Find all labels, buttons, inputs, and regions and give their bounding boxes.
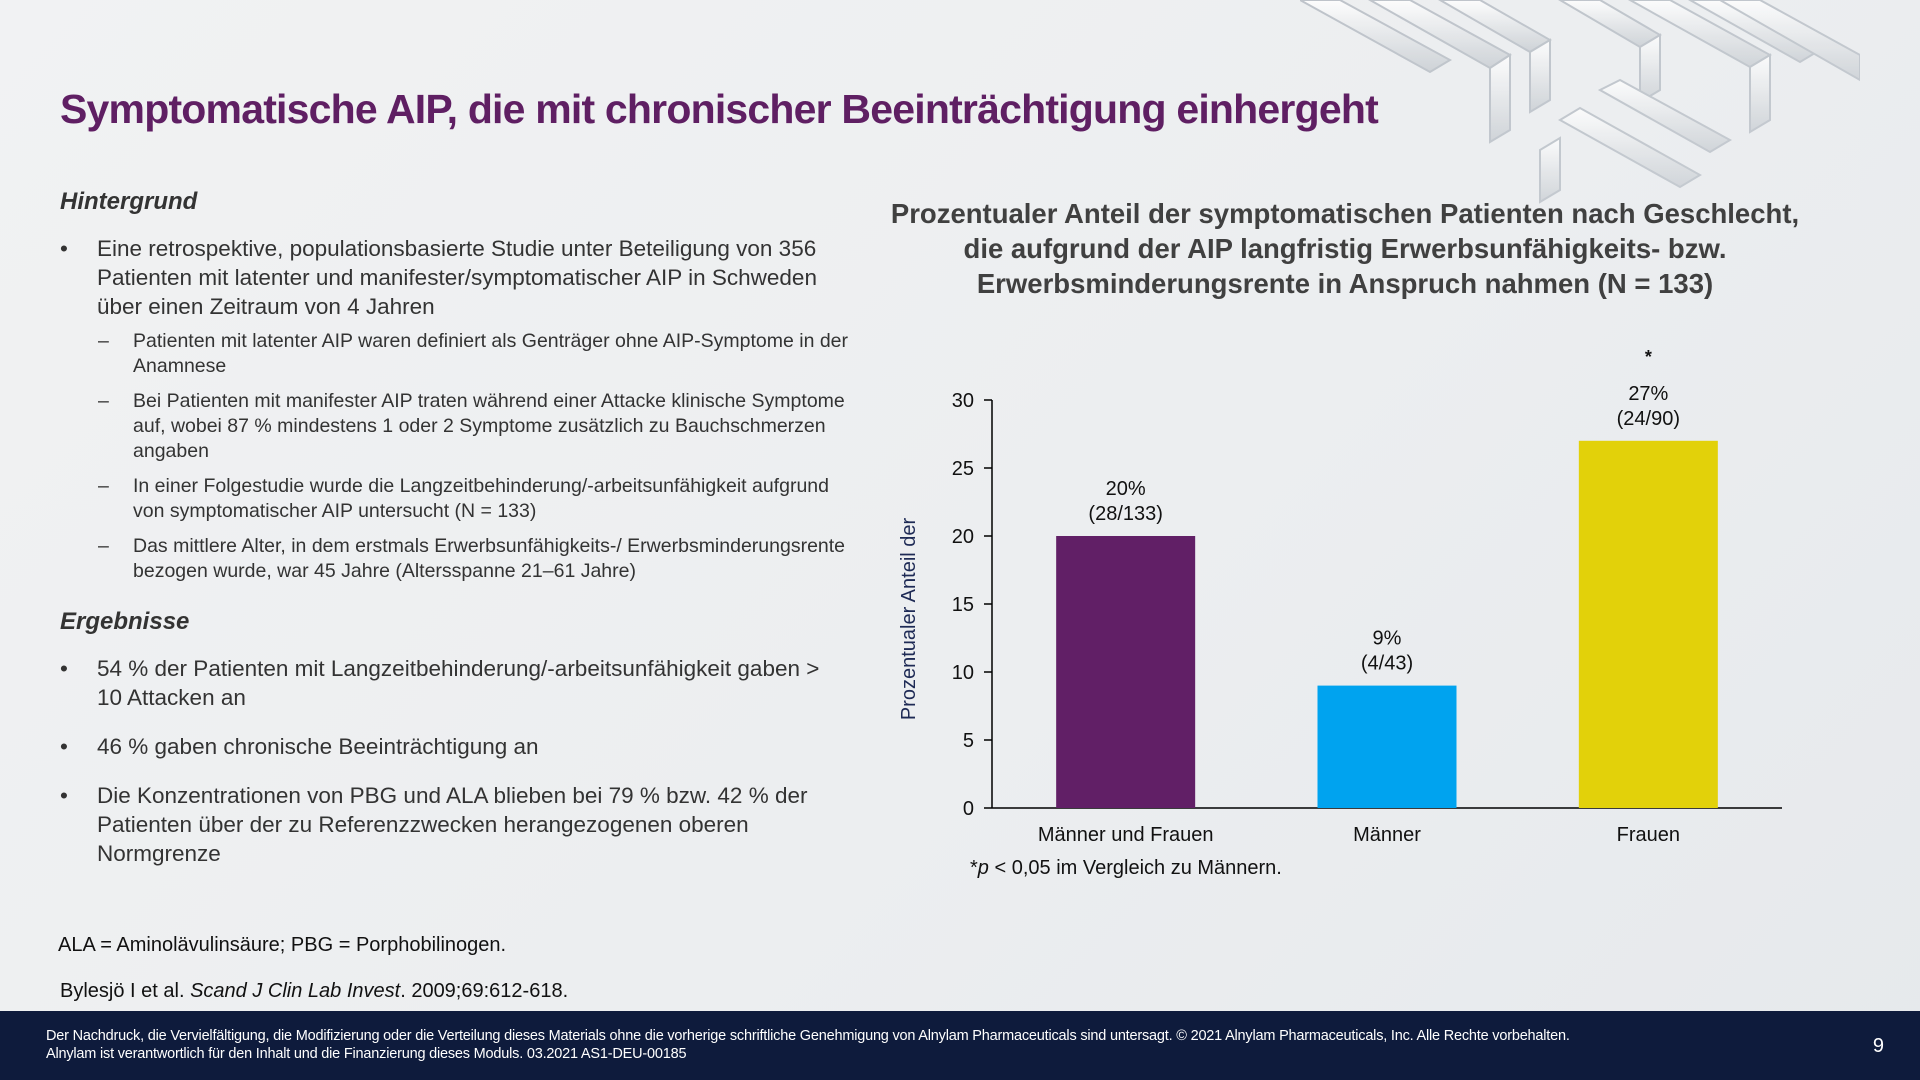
footnote-text: < 0,05 im Vergleich zu Männern.	[988, 857, 1282, 879]
background-bullet: Eine retrospektive, populationsbasierte …	[60, 234, 850, 321]
sub-bullet: Patienten mit latenter AIP waren definie…	[60, 329, 850, 379]
result-bullet: 54 % der Patienten mit Langzeitbehinderu…	[60, 654, 850, 712]
bar-count-label: (4/43)	[1361, 653, 1413, 675]
page-number: 9	[1872, 1035, 1884, 1057]
bar-chart-svg: 0 5 10 15 20 25 30 Prozentualer Anteil der 20% (2…	[898, 347, 1782, 846]
reference-authors: Bylesjö I et al.	[60, 980, 185, 1002]
bar-value-label: 20%	[1106, 478, 1146, 500]
y-tick-label: 20	[952, 526, 974, 548]
x-category-label: Männer und Frauen	[1038, 824, 1214, 846]
bar-count-label: (24/90)	[1617, 408, 1680, 430]
reference-citation: Bylesjö I et al. Scand J Clin Lab Invest…	[60, 980, 568, 1003]
footer-responsibility: Alnylam ist verantwortlich für den Inhal…	[46, 1046, 687, 1062]
chart-title-line: Erwerbsminderungsrente in Anspruch nahme…	[976, 268, 1714, 299]
bar-count-label: (28/133)	[1088, 503, 1163, 525]
x-category-label: Frauen	[1617, 824, 1680, 846]
footer-text: Der Nachdruck, die Vervielfältigung, die…	[46, 1027, 1570, 1063]
y-tick-label: 0	[963, 798, 974, 820]
bar	[1056, 536, 1196, 808]
sub-bullet-list: Patienten mit latenter AIP waren definie…	[60, 329, 850, 584]
sub-bullet: Bei Patienten mit manifester AIP traten …	[60, 389, 850, 464]
chart-footnote: *p < 0,05 im Vergleich zu Männern.	[970, 857, 1282, 880]
footer-bar: Der Nachdruck, die Vervielfältigung, die…	[0, 1011, 1920, 1080]
left-text-column: Hintergrund Eine retrospektive, populati…	[60, 188, 850, 888]
results-heading: Ergebnisse	[60, 608, 190, 635]
result-bullet: Die Konzentrationen von PBG und ALA blie…	[60, 781, 850, 868]
reference-journal: Scand J Clin Lab Invest	[190, 980, 401, 1002]
bar-value-label: 27%	[1628, 383, 1668, 405]
reference-details: . 2009;69:612-618.	[400, 980, 569, 1002]
chart-title-line: Prozentualer Anteil der symptomatischen …	[890, 198, 1800, 229]
chart-title: Prozentualer Anteil der symptomatischen …	[845, 196, 1845, 301]
footnote-symbol: *	[970, 857, 978, 879]
y-axis-label: Prozentualer Anteil der	[898, 517, 920, 720]
y-tick-label: 30	[952, 390, 974, 412]
footer-copyright: Der Nachdruck, die Vervielfältigung, die…	[46, 1028, 1570, 1044]
bar-chart: 0 5 10 15 20 25 30 Prozentualer Anteil der 20% (2…	[880, 340, 1800, 900]
slide-title: Symptomatische AIP, die mit chronischer …	[60, 86, 1379, 132]
y-tick-label: 10	[952, 662, 974, 684]
significance-marker: *	[1645, 347, 1652, 367]
y-tick-label: 25	[952, 458, 974, 480]
background-heading: Hintergrund	[60, 188, 198, 215]
y-tick-label: 15	[952, 594, 974, 616]
maze-decoration-image	[1300, 0, 1860, 210]
y-tick-label: 5	[963, 730, 974, 752]
footnote-p: p	[977, 857, 989, 879]
abbreviations-note: ALA = Aminolävulinsäure; PBG = Porphobil…	[58, 934, 507, 956]
x-category-label: Männer	[1353, 824, 1421, 846]
result-bullet: 46 % gaben chronische Beeinträchtigung a…	[60, 732, 850, 761]
bar-value-label: 9%	[1373, 628, 1402, 650]
bar	[1317, 685, 1457, 808]
sub-bullet: In einer Folgestudie wurde die Langzeitb…	[60, 474, 850, 524]
bar	[1578, 440, 1718, 808]
sub-bullet: Das mittlere Alter, in dem erstmals Erwe…	[60, 534, 850, 584]
chart-title-line: die aufgrund der AIP langfristig Erwerbs…	[963, 233, 1727, 264]
